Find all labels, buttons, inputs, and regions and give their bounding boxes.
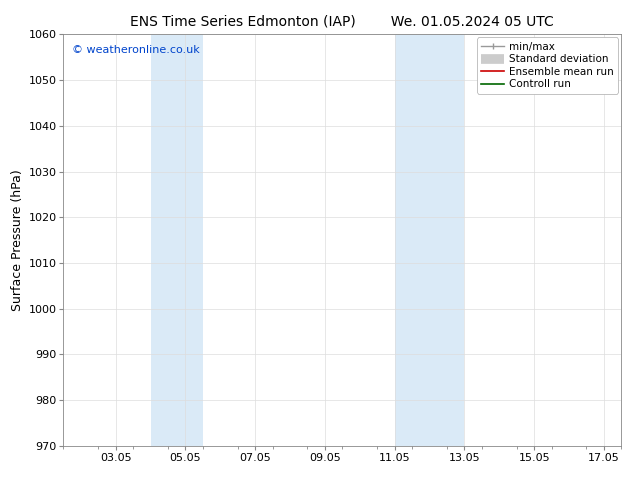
Title: ENS Time Series Edmonton (IAP)        We. 01.05.2024 05 UTC: ENS Time Series Edmonton (IAP) We. 01.05… xyxy=(131,15,554,29)
Text: © weatheronline.co.uk: © weatheronline.co.uk xyxy=(72,45,200,54)
Bar xyxy=(150,34,203,446)
Legend: min/max, Standard deviation, Ensemble mean run, Controll run: min/max, Standard deviation, Ensemble me… xyxy=(477,37,618,94)
Bar xyxy=(394,34,464,446)
Y-axis label: Surface Pressure (hPa): Surface Pressure (hPa) xyxy=(11,169,24,311)
